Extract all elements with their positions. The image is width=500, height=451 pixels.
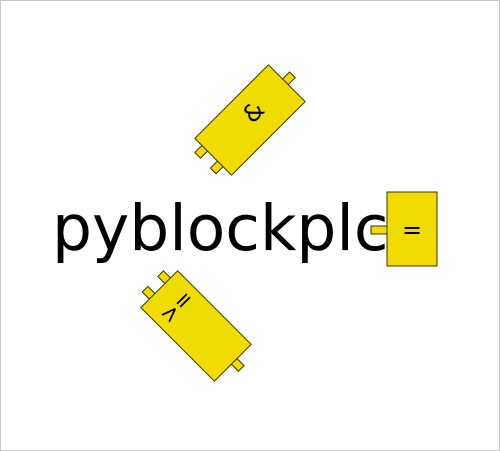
logo-title: pyblockplc <box>52 192 389 265</box>
ge-block-body <box>140 270 252 382</box>
equal-block-input <box>370 225 388 235</box>
equal-block: = <box>370 191 438 267</box>
ge-block: >= <box>140 270 252 382</box>
and-block-body <box>194 64 306 176</box>
and-block: & <box>194 64 306 176</box>
equal-block-symbol: = <box>402 216 422 244</box>
equal-block-body <box>386 191 438 267</box>
